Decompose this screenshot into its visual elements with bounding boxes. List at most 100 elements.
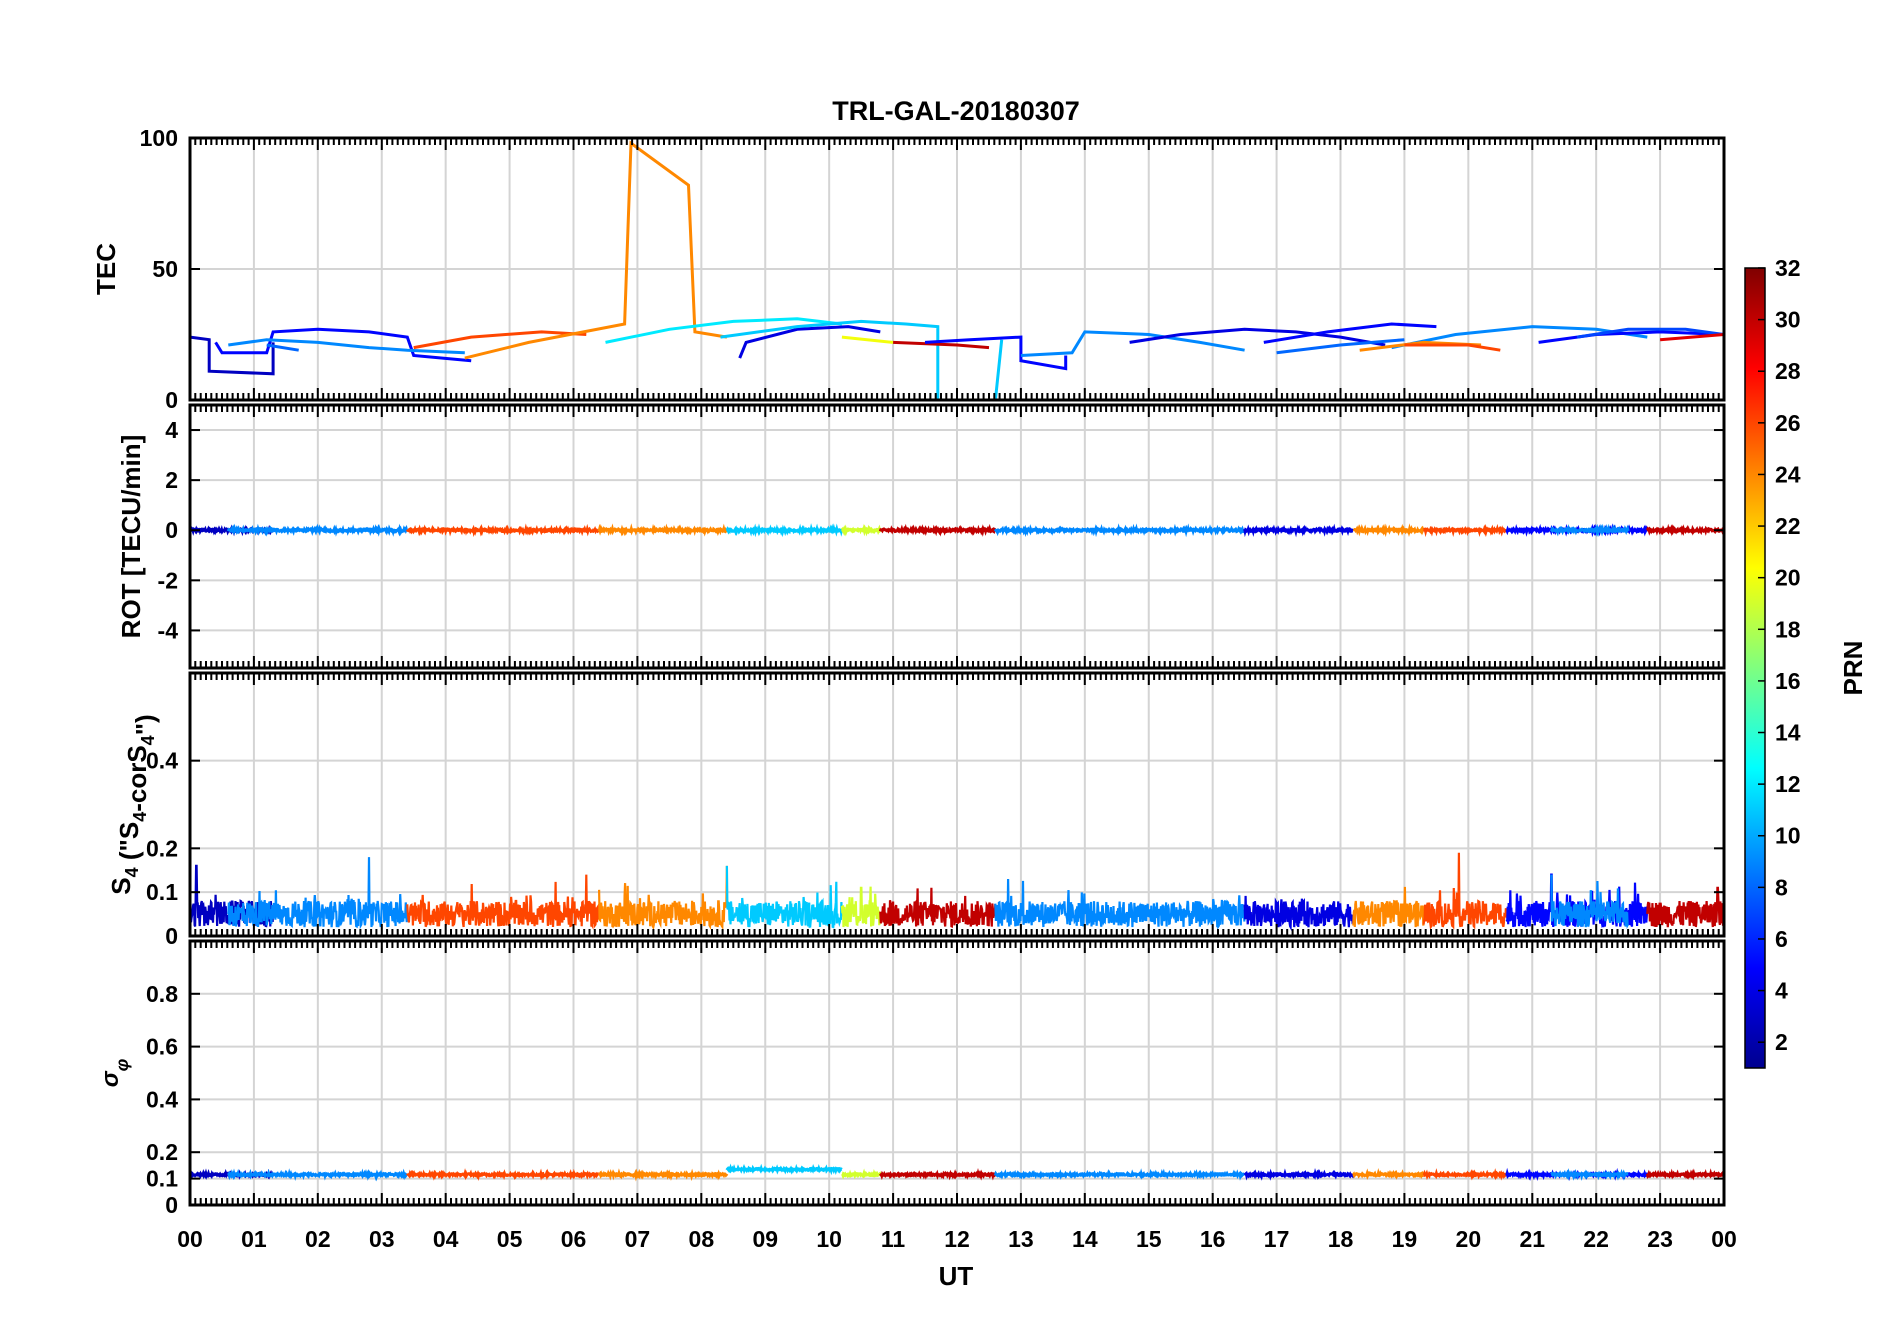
y-tick-label: -4	[158, 617, 179, 643]
x-ticks	[189, 138, 1725, 400]
chart-title: TRL-GAL-20180307	[832, 96, 1080, 126]
tec-series-prn-8	[266, 343, 299, 352]
sigma_phi-series-prn-9	[1550, 1168, 1629, 1181]
colorbar-label: PRN	[1838, 641, 1868, 696]
sigma_phi-series-prn-26	[1422, 1168, 1508, 1181]
y-tick-label: 0.2	[146, 1139, 178, 1165]
rot-series-prn-9	[226, 523, 409, 537]
y-tick-label: 0.1	[146, 1166, 178, 1192]
s4-series-prn-9	[1550, 874, 1630, 930]
s4-series-prn-9	[994, 878, 1246, 930]
tec-series-prn-5	[924, 335, 1068, 371]
tec-series-prn-8	[1276, 338, 1405, 355]
tec-series-prn-29	[1659, 333, 1724, 342]
rot-series-prn-30	[1645, 523, 1724, 537]
panel-data-tec	[190, 140, 1724, 400]
y-tick-label: 0.8	[146, 981, 178, 1007]
tec-series-prn-3	[190, 335, 275, 376]
colorbar-tick-label: 14	[1775, 720, 1801, 746]
colorbar-tick-label: 20	[1775, 565, 1801, 591]
colorbar-tick-label: 12	[1775, 771, 1801, 797]
x-axis-label: UT	[939, 1261, 974, 1291]
x-tick-label: 06	[561, 1226, 587, 1252]
colorbar-tick-label: 28	[1775, 358, 1801, 384]
rot-series-prn-19	[840, 523, 882, 537]
s4-series-prn-19	[840, 886, 882, 928]
s4-series-prn-9	[227, 857, 408, 930]
rot-series-prn-4	[1243, 523, 1355, 538]
sigma_phi-series-prn-30	[1645, 1168, 1724, 1181]
rot-series-prn-30	[878, 523, 997, 537]
rot-series-prn-24	[1352, 523, 1425, 538]
colorbar-tick-label: 26	[1775, 410, 1801, 436]
y-tick-label: 0	[165, 517, 178, 543]
x-ticks	[189, 941, 1725, 1205]
tec-series-prn-4	[1129, 327, 1386, 347]
tec-series-prn-24	[464, 140, 728, 360]
colorbar-tick-label: 24	[1775, 461, 1801, 487]
x-tick-label: 09	[752, 1226, 778, 1252]
sigma_phi-series-prn-9	[227, 1168, 408, 1182]
sigma_phi-series-prn-9	[993, 1168, 1245, 1181]
x-tick-label: 02	[305, 1226, 331, 1252]
x-tick-label: 14	[1072, 1226, 1098, 1252]
s4-series-prn-30	[879, 887, 997, 929]
tec-series-prn-20	[841, 335, 894, 344]
sigma_phi-series-prn-4	[1243, 1167, 1355, 1181]
tec-series-prn-4	[738, 325, 881, 359]
y-tick-label: 2	[165, 467, 178, 493]
y-axis-label-s4: S4 ("S4-corS4")	[106, 714, 160, 894]
tec-series-prn-30	[893, 340, 990, 350]
colorbar-tick-label: 6	[1775, 926, 1788, 952]
colorbar-tick-label: 22	[1775, 513, 1801, 539]
x-tick-label: 11	[881, 1226, 906, 1252]
x-tick-label: 00	[1711, 1226, 1737, 1252]
x-ticks	[189, 673, 1725, 936]
colorbar-tick-label: 32	[1775, 255, 1801, 281]
colorbar-tick-label: 4	[1775, 978, 1788, 1004]
y-tick-label: 0.1	[146, 879, 178, 905]
colorbar-tick-label: 10	[1775, 823, 1801, 849]
panel-sigma_phi: 00.10.2 0.4 0.6 0.8 σφ	[97, 939, 1726, 1218]
s4-series-prn-11	[725, 865, 843, 929]
x-tick-label: 13	[1008, 1226, 1034, 1252]
rot-series-prn-9	[1549, 523, 1630, 538]
y-tick-label: 50	[152, 256, 178, 282]
tec-series-prn-9	[228, 338, 465, 355]
y-tick-label: 0.4	[146, 1086, 178, 1112]
tec-series-prn-12	[605, 317, 843, 344]
tec-series-prn-11	[720, 319, 1004, 400]
tec-series-prn-5	[1538, 330, 1724, 344]
panel-data-s4	[190, 852, 1724, 932]
sigma_phi-series-prn-11	[725, 1163, 843, 1176]
x-tick-label: 01	[241, 1226, 267, 1252]
y-tick-label: 0	[165, 387, 178, 413]
panel-rot: -4 -2 0 2 4 ROT [TECU/min]	[116, 403, 1726, 670]
y-tick-label: 0.6	[146, 1034, 178, 1060]
x-tick-label: 15	[1136, 1226, 1162, 1252]
rot-series-prn-11	[725, 523, 844, 538]
y-tick-label: -2	[158, 567, 178, 593]
x-tick-label: 03	[369, 1226, 395, 1252]
y-tick-label: 0	[165, 1192, 178, 1218]
x-tick-label: 19	[1392, 1226, 1418, 1252]
s4-series-prn-30	[1646, 886, 1724, 928]
panel-tec: 0 50 100 TEC	[91, 125, 1726, 413]
tec-series-prn-9	[1020, 330, 1245, 357]
x-tick-label: 20	[1456, 1226, 1482, 1252]
x-tick-label: 12	[944, 1226, 970, 1252]
y-tick-label: 0.4	[146, 748, 178, 774]
y-tick-label: 0	[165, 923, 178, 949]
tec-series-prn-26	[413, 330, 587, 350]
rot-series-prn-24	[597, 523, 729, 537]
colorbar-tick-label: 2	[1775, 1029, 1788, 1055]
colorbar-tick-label: 30	[1775, 307, 1801, 333]
y-tick-label: 0.2	[146, 835, 178, 861]
sigma_phi-series-prn-26	[406, 1168, 599, 1182]
y-tick-label: 100	[140, 125, 178, 151]
x-tick-label: 04	[433, 1226, 459, 1252]
x-tick-labels: 00 01 02 03 04 05 06 07 08 09 10 11 12 13 14 15 16 17 18 19…	[177, 1226, 1737, 1252]
y-tick-label: 4	[165, 417, 178, 443]
